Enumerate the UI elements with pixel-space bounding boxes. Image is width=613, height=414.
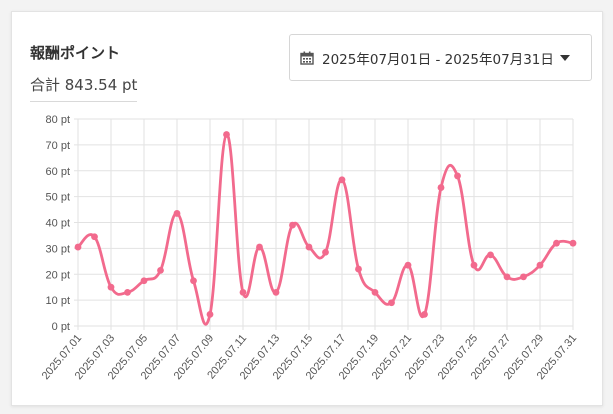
- data-point[interactable]: [91, 233, 98, 241]
- reward-points-card: 報酬ポイント 合計 843.54 pt 2025年07月01日 - 2025年0…: [11, 11, 603, 406]
- widget-title: 報酬ポイント: [30, 44, 121, 62]
- data-point[interactable]: [190, 277, 197, 285]
- y-axis-ticks: 0 pt 10 pt 20 pt 30 pt 40 pt 50 pt 60 pt 70 pt 8…: [46, 114, 70, 333]
- data-point[interactable]: [223, 131, 230, 138]
- total-points: 合計 843.54 pt: [30, 74, 138, 102]
- date-range-label: 2025年07月01日 - 2025年07月31日: [322, 51, 554, 68]
- series-line: [77, 133, 574, 326]
- data-point[interactable]: [553, 239, 560, 247]
- data-point[interactable]: [520, 273, 527, 281]
- data-point[interactable]: [338, 176, 346, 184]
- data-point[interactable]: [173, 210, 181, 217]
- data-point[interactable]: [437, 184, 445, 191]
- data-point[interactable]: [74, 243, 82, 251]
- y-tick-label: 60 pt: [46, 166, 70, 178]
- data-point[interactable]: [289, 221, 296, 229]
- data-point[interactable]: [157, 266, 164, 274]
- chart-grid: [74, 118, 574, 330]
- data-point[interactable]: [305, 243, 313, 251]
- data-point[interactable]: [454, 172, 461, 180]
- data-point[interactable]: [421, 310, 428, 318]
- caret-down-icon: [559, 54, 570, 61]
- y-tick-label: 40 pt: [46, 218, 70, 230]
- data-points: [74, 131, 577, 318]
- data-point[interactable]: [503, 273, 511, 281]
- y-tick-label: 70 pt: [46, 140, 70, 152]
- x-axis-ticks: 2025.07.012025.07.032025.07.052025.07.07…: [40, 332, 580, 382]
- calendar-icon: [300, 51, 314, 65]
- reward-points-line-chart: 0 pt 10 pt 20 pt 30 pt 40 pt 50 pt 60 pt 70 pt 8…: [40, 114, 580, 382]
- data-point[interactable]: [371, 288, 379, 296]
- data-point[interactable]: [470, 261, 478, 269]
- series-line-layer: [77, 133, 574, 326]
- data-point[interactable]: [536, 261, 544, 269]
- y-tick-label: 10 pt: [46, 295, 70, 307]
- data-point[interactable]: [272, 288, 280, 296]
- data-point[interactable]: [107, 283, 115, 291]
- y-tick-label: 20 pt: [46, 269, 70, 281]
- data-point[interactable]: [124, 288, 131, 296]
- y-tick-label: 30 pt: [46, 243, 70, 255]
- y-tick-label: 80 pt: [46, 114, 70, 126]
- data-point[interactable]: [239, 288, 247, 296]
- data-point[interactable]: [388, 299, 395, 307]
- data-point[interactable]: [256, 243, 263, 251]
- data-point[interactable]: [322, 248, 329, 256]
- data-point[interactable]: [569, 239, 577, 247]
- y-tick-label: 0 pt: [52, 321, 70, 333]
- date-range-picker-button[interactable]: 2025年07月01日 - 2025年07月31日: [289, 34, 592, 81]
- data-point[interactable]: [487, 251, 494, 259]
- data-point[interactable]: [206, 310, 214, 318]
- data-point[interactable]: [404, 261, 412, 269]
- data-point[interactable]: [140, 277, 148, 285]
- data-point[interactable]: [355, 265, 362, 273]
- y-tick-label: 50 pt: [46, 192, 70, 204]
